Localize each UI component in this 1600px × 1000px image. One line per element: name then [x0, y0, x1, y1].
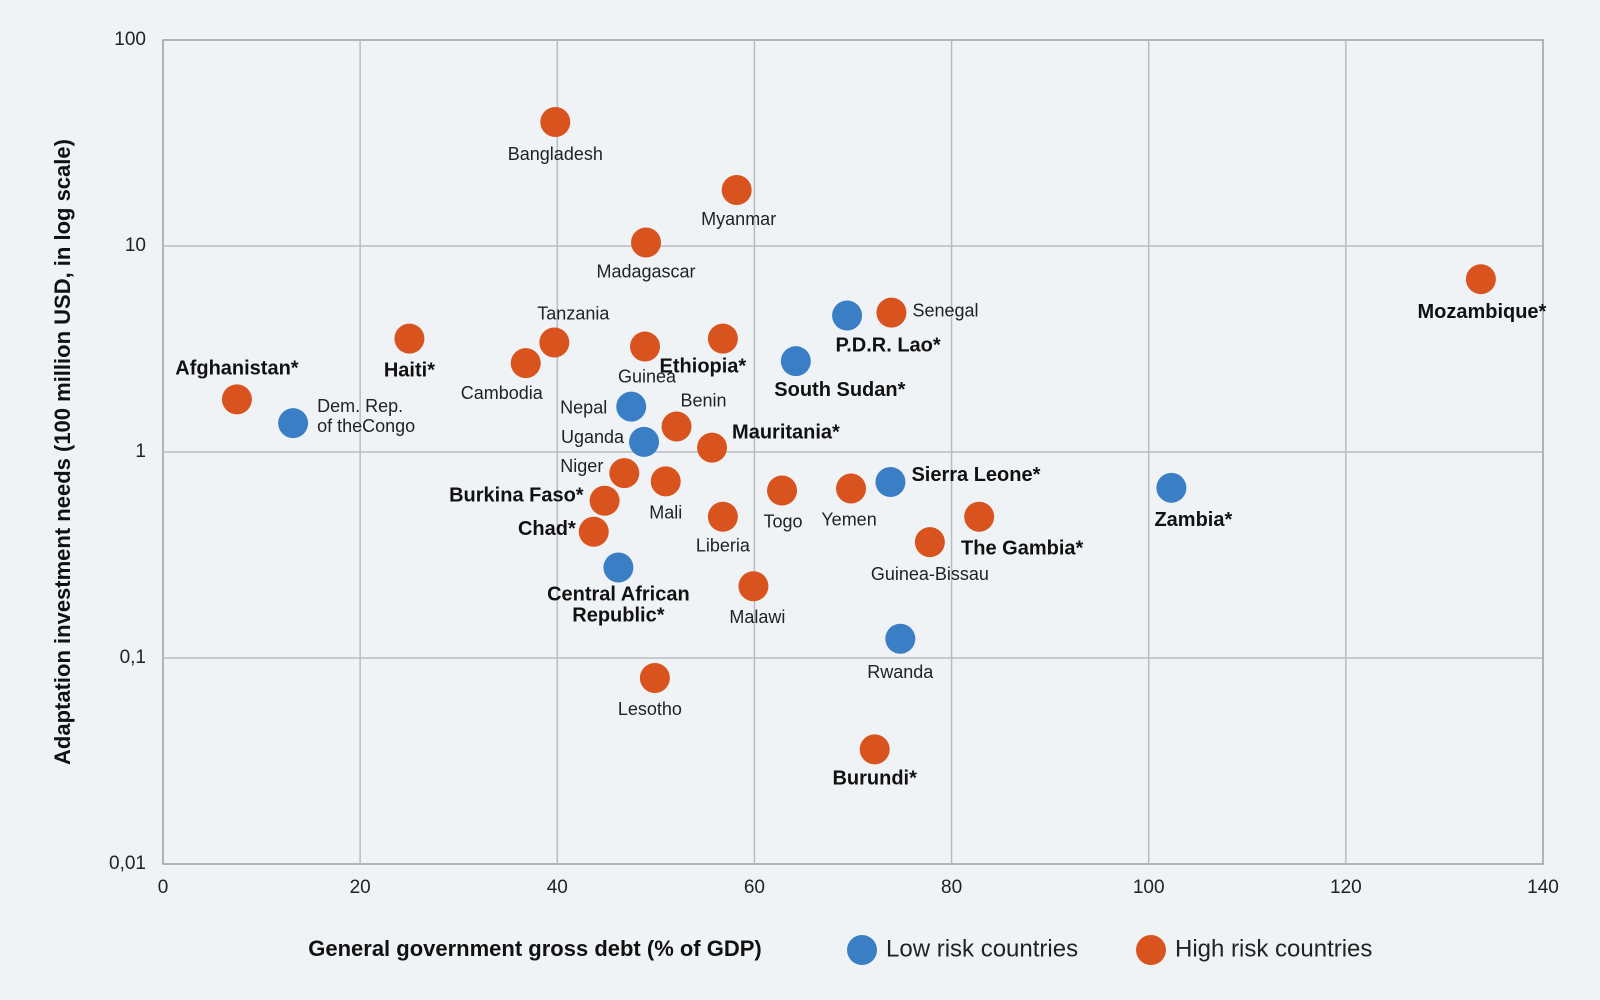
point-myanmar: [721, 175, 752, 206]
label-mauritania: Mauritania*: [732, 422, 840, 444]
point-burundi: [859, 734, 890, 765]
x-tick-label: 20: [350, 877, 371, 898]
y-axis-title: Adaptation investment needs (100 million…: [50, 139, 75, 765]
point-dem-rep-of-thecongo: [278, 408, 309, 439]
label-yemen: Yemen: [821, 509, 876, 529]
point-haiti: [394, 323, 425, 354]
point-labels: Dem. Rep. of theCongo Nepal Uganda Central A…: [175, 144, 1546, 790]
grid-lines: [163, 40, 1543, 864]
legend-label-high-risk: High risk countries: [1175, 935, 1372, 962]
label-niger: Niger: [560, 456, 603, 476]
x-tick-label: 0: [158, 877, 169, 898]
x-tick-label: 40: [547, 877, 568, 898]
label-zambia: Zambia*: [1154, 509, 1232, 531]
data-points: [221, 106, 1496, 765]
point-chad: [578, 516, 609, 547]
point-tanzania: [539, 327, 570, 358]
label-malawi: Malawi: [729, 607, 785, 627]
point-afghanistan: [221, 384, 252, 415]
point-the-gambia: [964, 501, 995, 532]
x-axis-title: General government gross debt (% of GDP): [308, 936, 762, 961]
label-myanmar: Myanmar: [701, 209, 776, 229]
legend-label-low-risk: Low risk countries: [886, 935, 1078, 962]
label-haiti: Haiti*: [384, 360, 435, 382]
point-niger: [609, 458, 640, 489]
point-south-sudan: [780, 346, 811, 377]
legend-marker-low-risk: [847, 935, 877, 965]
point-cambodia: [510, 348, 541, 379]
point-mozambique: [1465, 264, 1496, 295]
point-burkina-faso: [589, 485, 620, 516]
label-lesotho: Lesotho: [618, 699, 682, 719]
point-bangladesh: [540, 106, 571, 137]
point-togo: [767, 475, 798, 506]
label-chad: Chad*: [518, 518, 576, 540]
point-sierra-leone: [875, 467, 906, 498]
label-madagascar: Madagascar: [596, 261, 695, 281]
point-uganda: [629, 426, 660, 457]
point-central-african-republic: [603, 552, 634, 583]
legend-marker-high-risk: [1136, 935, 1166, 965]
x-tick-label: 60: [744, 877, 765, 898]
label-guinea: Guinea: [618, 366, 677, 386]
point-liberia: [707, 501, 738, 532]
label-bangladesh: Bangladesh: [508, 144, 603, 164]
point-mauritania: [697, 432, 728, 463]
point-madagascar: [631, 227, 661, 258]
point-yemen: [836, 473, 867, 504]
point-ethiopia: [707, 323, 738, 354]
point-senegal: [876, 297, 907, 328]
label-benin: Benin: [681, 390, 727, 410]
axis-ticks: 0 20 40 60 80 100 120 140 100 10 1 0,1 0,01: [109, 29, 1559, 898]
y-tick-label: 1: [135, 441, 146, 462]
x-tick-label: 120: [1330, 877, 1362, 898]
y-tick-label: 0,01: [109, 853, 146, 874]
point-guinea: [630, 331, 661, 362]
y-tick-label: 100: [114, 29, 146, 50]
x-tick-label: 100: [1133, 877, 1165, 898]
legend: Low risk countries High risk countries: [847, 935, 1372, 965]
label-nepal: Nepal: [560, 397, 607, 417]
label-the-gambia: The Gambia*: [961, 538, 1083, 560]
label-burundi: Burundi*: [832, 768, 917, 790]
label-liberia: Liberia: [696, 535, 751, 555]
label-togo: Togo: [764, 511, 803, 531]
label-south-sudan: South Sudan*: [774, 379, 905, 401]
label-central-african-republic: Central African Republic*: [547, 584, 690, 627]
point-rwanda: [885, 623, 916, 654]
label-tanzania: Tanzania: [537, 303, 610, 323]
point-nepal: [616, 391, 647, 422]
label-mali: Mali: [649, 502, 682, 522]
label-sierra-leone: Sierra Leone*: [911, 464, 1040, 486]
point-p-d-r-lao: [832, 300, 863, 331]
point-malawi: [738, 571, 769, 602]
point-benin: [661, 411, 692, 442]
label-uganda: Uganda: [561, 427, 625, 447]
point-guinea-bissau: [914, 527, 945, 558]
x-tick-label: 140: [1527, 877, 1559, 898]
label-rwanda: Rwanda: [867, 662, 934, 682]
label-p-d-r-lao: P.D.R. Lao*: [835, 335, 940, 357]
y-tick-label: 10: [125, 235, 146, 256]
label-senegal: Senegal: [912, 300, 978, 320]
y-tick-label: 0,1: [120, 647, 146, 668]
label-cambodia: Cambodia: [461, 383, 544, 403]
label-guinea-bissau: Guinea-Bissau: [871, 564, 989, 584]
label-ethiopia: Ethiopia*: [660, 356, 747, 378]
label-mozambique: Mozambique*: [1417, 301, 1546, 323]
point-lesotho: [639, 662, 670, 693]
point-zambia: [1156, 472, 1187, 503]
label-afghanistan: Afghanistan*: [175, 358, 299, 380]
label-dem-rep-of-thecongo: Dem. Rep. of theCongo: [317, 396, 415, 436]
x-tick-label: 80: [941, 877, 962, 898]
point-mali: [650, 466, 681, 497]
label-burkina-faso: Burkina Faso*: [449, 485, 584, 507]
